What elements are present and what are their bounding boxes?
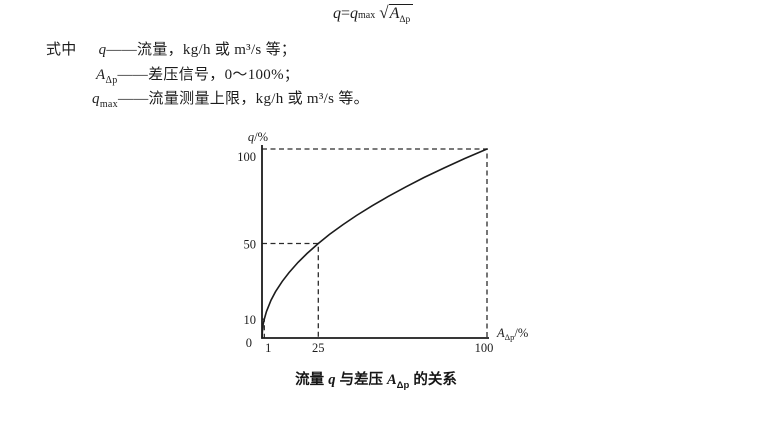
guide-dashed-line [262, 148, 488, 338]
formula-q: q [333, 5, 341, 22]
x-axis-label: AΔp/% [496, 326, 528, 342]
figure-caption: 流量 q 与差压 AΔp 的关系 [221, 368, 531, 391]
formula-qmax-sub: max [358, 10, 376, 21]
symbol-qmax: q [92, 91, 100, 107]
caption-text: 流量 [295, 372, 329, 388]
y-axis-label: q/% [248, 130, 268, 144]
radical-sign-icon: √ [379, 3, 389, 22]
caption-sym-a-sub: Δp [396, 379, 410, 391]
radicand-base: A [389, 5, 400, 22]
definition-line-qmax: qmax——流量测量上限，kg/h 或 m³/s 等。 [92, 87, 369, 110]
axes [261, 145, 489, 339]
formula-qmax-base: q [350, 5, 359, 22]
symbol-qmax-sub: max [99, 99, 118, 110]
guide-dashed-line [262, 242, 319, 338]
formula-equals: = [341, 5, 351, 22]
dash: —— [117, 67, 149, 83]
symbol-q: q [98, 42, 107, 58]
caption-sym-a: A [387, 372, 397, 388]
caption-text: 的关系 [409, 372, 457, 388]
symbol-a-sub: Δp [105, 75, 118, 86]
x-tick-label: 1 [265, 341, 271, 355]
sqrt-curve [261, 148, 488, 339]
definition-line-adp: AΔp——差压信号，0～100%； [96, 63, 299, 86]
x-tick-label: 100 [475, 341, 494, 355]
radicand: AΔp [388, 4, 414, 26]
radicand-sub: Δp [399, 15, 411, 26]
y-tick-label: 50 [244, 238, 257, 252]
radical: √ AΔp [379, 3, 414, 26]
y-tick-label: 100 [237, 150, 256, 164]
y-tick-label: 10 [244, 313, 257, 327]
x-tick-label: 25 [312, 341, 325, 355]
description-adp: 差压信号，0～100%； [148, 67, 300, 83]
symbol-a: A [96, 67, 106, 83]
caption-text: 与差压 [335, 372, 387, 388]
description-qmax: 流量测量上限，kg/h 或 m³/s 等。 [148, 91, 369, 107]
dash: —— [106, 42, 138, 58]
definition-lead: 式中 [46, 42, 77, 58]
description-q: 流量，kg/h 或 m³/s 等； [137, 42, 297, 58]
flow-formula: q = q max √ AΔp [333, 3, 414, 26]
y-tick-label: 0 [246, 336, 252, 350]
definition-line-q: 式中 q——流量，kg/h 或 m³/s 等； [46, 38, 296, 59]
caption-sym-q: q [328, 372, 336, 388]
dash: —— [117, 91, 149, 107]
